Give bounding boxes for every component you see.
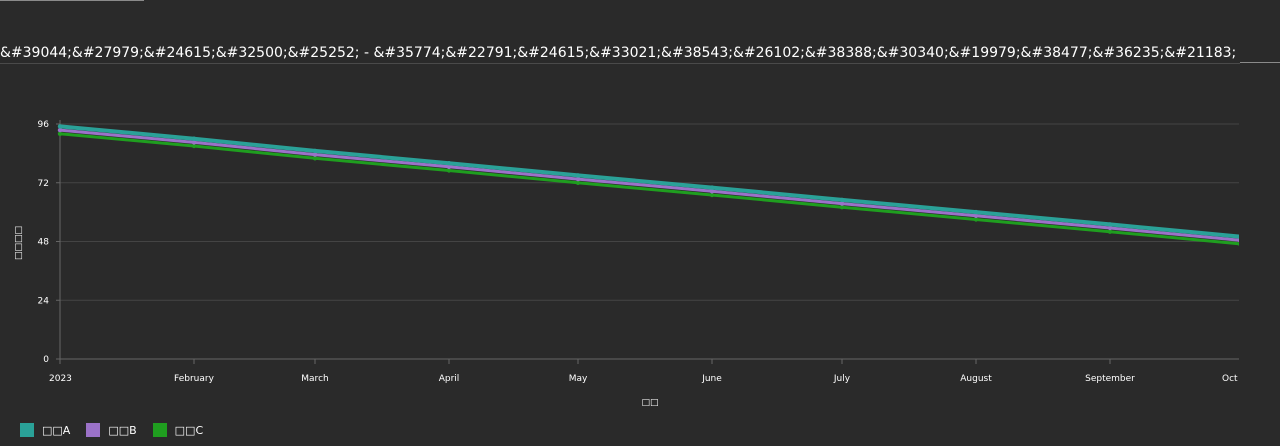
legend-label: □□C xyxy=(174,423,204,437)
data-point[interactable] xyxy=(1107,229,1113,234)
data-point[interactable] xyxy=(575,173,581,178)
y-tick-label: 96 xyxy=(38,120,50,130)
legend-item-1[interactable]: □□A xyxy=(20,423,70,437)
tick-labels: 0 24 48 72 96 2023 February March April May June Ju… xyxy=(38,120,1238,384)
x-tick-label: 2023 xyxy=(49,374,72,384)
x-tick-label: June xyxy=(701,374,722,384)
data-point[interactable] xyxy=(312,152,318,157)
data-point[interactable] xyxy=(709,192,715,198)
legend-swatch xyxy=(20,423,34,437)
data-point[interactable] xyxy=(57,131,63,136)
y-axis-label: □□□□ xyxy=(14,226,24,260)
data-point[interactable] xyxy=(191,143,197,149)
data-point[interactable] xyxy=(191,140,197,145)
series-line-2 xyxy=(59,128,1241,242)
data-point[interactable] xyxy=(312,156,318,161)
x-tick-label: September xyxy=(1085,374,1135,384)
data-point[interactable] xyxy=(839,197,845,203)
data-point[interactable] xyxy=(709,185,715,190)
data-point[interactable] xyxy=(446,168,452,173)
y-tick-label: 0 xyxy=(43,355,49,365)
legend-swatch xyxy=(152,423,167,437)
title-rule xyxy=(1240,62,1280,63)
data-point[interactable] xyxy=(709,189,715,194)
data-point[interactable] xyxy=(973,209,979,215)
data-point[interactable] xyxy=(446,164,452,169)
data-point[interactable] xyxy=(57,124,63,129)
data-point[interactable] xyxy=(312,148,318,154)
x-tick-label: March xyxy=(301,374,328,384)
legend-item-3[interactable]: □□C xyxy=(152,423,204,437)
data-point[interactable] xyxy=(446,161,452,166)
legend-label: □□B xyxy=(108,423,137,437)
right-clip-strip xyxy=(1239,64,1280,446)
x-tick-label: February xyxy=(174,374,215,384)
x-tick-label: May xyxy=(569,374,588,384)
legend-item-2[interactable]: □□B xyxy=(86,423,137,437)
chart-title: &#39044;&#27979;&#24615;&#32500;&#25252;… xyxy=(0,45,1237,61)
legend-label: □□A xyxy=(42,423,71,437)
x-axis-label: □□ xyxy=(641,398,658,408)
x-tick-label: April xyxy=(439,374,460,384)
x-tick-label: Oct xyxy=(1222,374,1238,384)
top-tab-indicator xyxy=(0,0,144,1)
data-point[interactable] xyxy=(973,217,979,222)
data-point[interactable] xyxy=(1107,222,1113,227)
y-tick-label: 48 xyxy=(38,238,50,248)
data-point[interactable] xyxy=(575,176,581,182)
y-tick-label: 72 xyxy=(38,179,49,189)
data-point[interactable] xyxy=(839,201,845,206)
legend-swatch xyxy=(86,423,101,437)
data-point[interactable] xyxy=(839,205,845,210)
header-rule xyxy=(0,63,1240,64)
data-point[interactable] xyxy=(1107,225,1113,231)
series-line-3 xyxy=(59,132,1241,246)
x-tick-label: August xyxy=(960,374,992,384)
y-tick-label: 24 xyxy=(38,296,50,306)
x-tick-label: July xyxy=(833,374,851,384)
legend: □□A □□B □□C xyxy=(20,422,203,438)
data-point[interactable] xyxy=(57,127,63,133)
data-point[interactable] xyxy=(973,213,979,218)
data-point[interactable] xyxy=(575,180,581,185)
series-line-1 xyxy=(59,124,1241,239)
data-point[interactable] xyxy=(191,136,197,141)
series-lines xyxy=(57,124,1243,247)
